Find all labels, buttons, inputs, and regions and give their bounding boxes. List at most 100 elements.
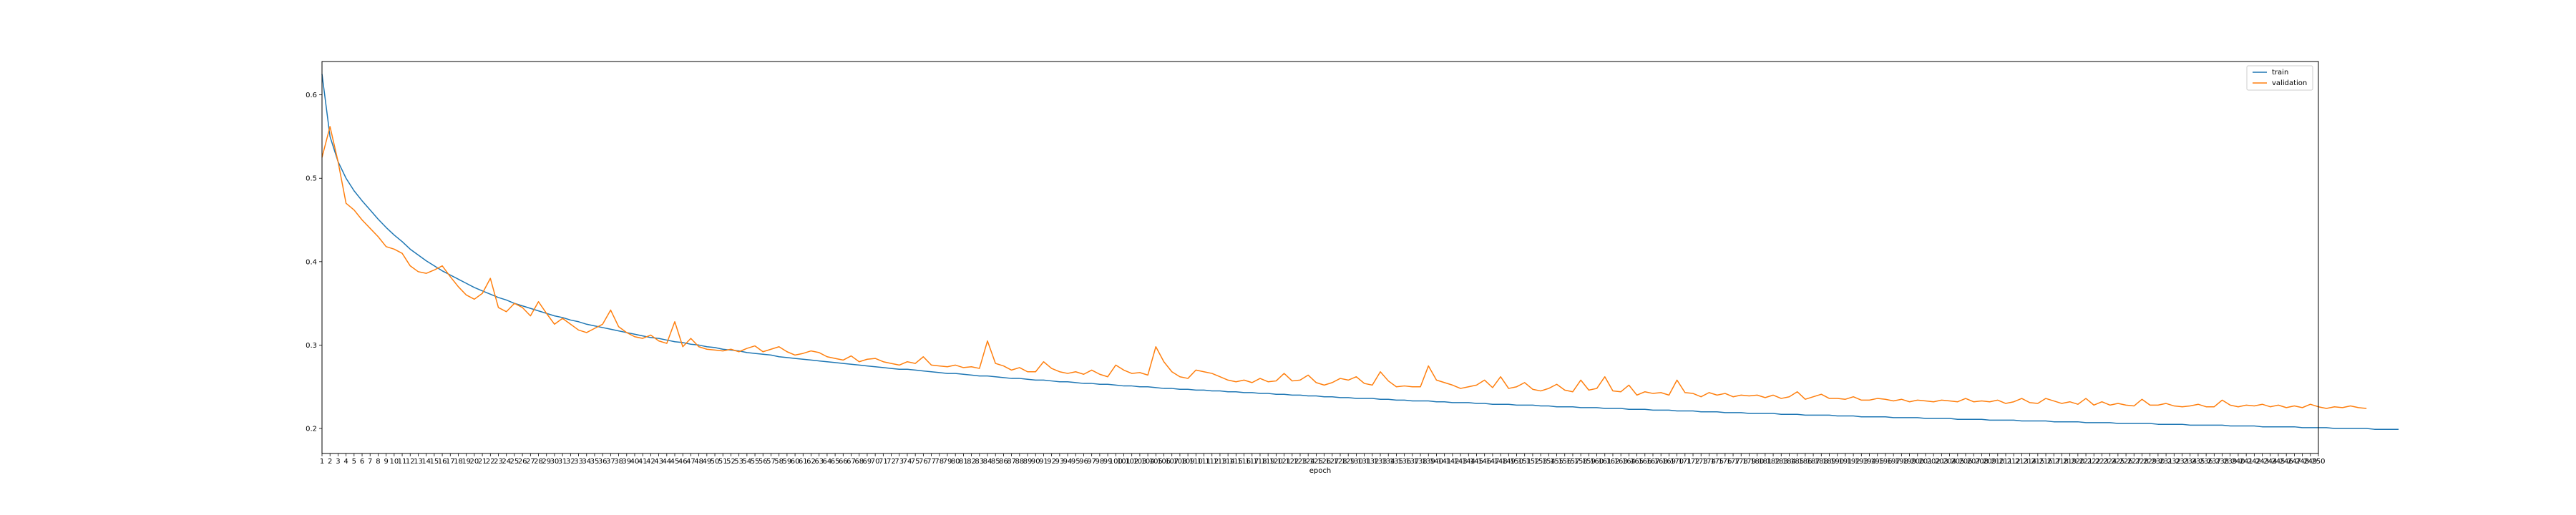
y-tick-label: 0.2 bbox=[306, 426, 317, 433]
x-tick-label: 165 bbox=[1630, 458, 1644, 466]
x-tick-label: 167 bbox=[1646, 458, 1659, 466]
x-tick-label: 37 bbox=[606, 458, 615, 466]
x-tick-label: 84 bbox=[983, 458, 992, 466]
x-tick-label: 157 bbox=[1566, 458, 1579, 466]
x-tick-label: 55 bbox=[751, 458, 760, 466]
x-tick-label: 163 bbox=[1614, 458, 1628, 466]
x-tick-label: 12 bbox=[406, 458, 415, 466]
x-tick-label: 145 bbox=[1470, 458, 1483, 466]
x-tick-label: 111 bbox=[1197, 458, 1211, 466]
x-tick-label: 56 bbox=[758, 458, 768, 466]
x-tick-label: 230 bbox=[2151, 458, 2165, 466]
x-tick-label: 35 bbox=[590, 458, 600, 466]
x-tick-label: 178 bbox=[1735, 458, 1748, 466]
x-tick-label: 102 bbox=[1125, 458, 1138, 466]
x-tick-label: 6 bbox=[360, 458, 364, 466]
x-tick-label: 199 bbox=[1903, 458, 1916, 466]
x-tick-label: 155 bbox=[1550, 458, 1563, 466]
x-tick-label: 62 bbox=[806, 458, 816, 466]
x-tick-label: 115 bbox=[1229, 458, 1243, 466]
x-tick-label: 104 bbox=[1141, 458, 1155, 466]
x-tick-label: 207 bbox=[1967, 458, 1981, 466]
x-tick-label: 201 bbox=[1918, 458, 1932, 466]
x-tick-label: 61 bbox=[799, 458, 808, 466]
x-tick-label: 32 bbox=[566, 458, 575, 466]
x-tick-label: 154 bbox=[1542, 458, 1556, 466]
x-tick-label: 98 bbox=[1096, 458, 1105, 466]
x-tick-label: 33 bbox=[574, 458, 583, 466]
x-tick-label: 28 bbox=[534, 458, 543, 466]
x-tick-label: 186 bbox=[1798, 458, 1812, 466]
x-tick-label: 68 bbox=[854, 458, 864, 466]
x-tick-label: 71 bbox=[879, 458, 888, 466]
x-tick-label: 96 bbox=[1079, 458, 1088, 466]
x-tick-label: 3 bbox=[336, 458, 340, 466]
x-tick-label: 94 bbox=[1063, 458, 1073, 466]
x-tick-label: 76 bbox=[919, 458, 928, 466]
x-tick-label: 128 bbox=[1333, 458, 1347, 466]
x-tick-label: 77 bbox=[927, 458, 936, 466]
x-tick-label: 208 bbox=[1975, 458, 1989, 466]
x-tick-label: 151 bbox=[1518, 458, 1531, 466]
x-tick-label: 134 bbox=[1382, 458, 1395, 466]
x-tick-label: 214 bbox=[2023, 458, 2036, 466]
x-tick-label: 244 bbox=[2263, 458, 2277, 466]
x-tick-label: 236 bbox=[2200, 458, 2213, 466]
x-tick-label: 246 bbox=[2280, 458, 2293, 466]
x-tick-label: 80 bbox=[951, 458, 960, 466]
x-tick-label: 147 bbox=[1485, 458, 1499, 466]
x-tick-label: 18 bbox=[454, 458, 463, 466]
x-tick-label: 229 bbox=[2143, 458, 2157, 466]
x-tick-label: 45 bbox=[670, 458, 680, 466]
x-tick-label: 215 bbox=[2031, 458, 2044, 466]
x-tick-label: 133 bbox=[1373, 458, 1387, 466]
x-tick-label: 24 bbox=[502, 458, 511, 466]
x-tick-label: 131 bbox=[1357, 458, 1371, 466]
x-tick-label: 170 bbox=[1670, 458, 1684, 466]
x-tick-label: 232 bbox=[2167, 458, 2181, 466]
x-tick-label: 5 bbox=[352, 458, 356, 466]
x-tick-label: 123 bbox=[1293, 458, 1307, 466]
x-tick-label: 243 bbox=[2255, 458, 2269, 466]
x-tick-label: 198 bbox=[1895, 458, 1908, 466]
x-tick-label: 7 bbox=[368, 458, 372, 466]
x-tick-label: 127 bbox=[1325, 458, 1339, 466]
x-tick-label: 184 bbox=[1782, 458, 1796, 466]
x-tick-label: 31 bbox=[558, 458, 567, 466]
x-tick-label: 241 bbox=[2240, 458, 2253, 466]
x-tick-label: 120 bbox=[1269, 458, 1283, 466]
y-tick-label: 0.5 bbox=[306, 175, 317, 183]
x-tick-label: 171 bbox=[1678, 458, 1692, 466]
x-tick-label: 172 bbox=[1686, 458, 1699, 466]
legend: train validation bbox=[2246, 65, 2313, 91]
x-tick-label: 126 bbox=[1317, 458, 1331, 466]
x-tick-label: 191 bbox=[1838, 458, 1852, 466]
x-tick-label: 83 bbox=[975, 458, 984, 466]
x-tick-label: 176 bbox=[1718, 458, 1732, 466]
x-tick-label: 150 bbox=[1510, 458, 1523, 466]
x-tick-label: 119 bbox=[1262, 458, 1275, 466]
x-tick-label: 136 bbox=[1397, 458, 1411, 466]
x-tick-label: 26 bbox=[518, 458, 527, 466]
x-tick-label: 196 bbox=[1878, 458, 1892, 466]
x-tick-label: 168 bbox=[1654, 458, 1668, 466]
x-tick-label: 75 bbox=[911, 458, 920, 466]
x-tick-label: 47 bbox=[686, 458, 696, 466]
x-tick-label: 137 bbox=[1405, 458, 1419, 466]
x-tick-label: 30 bbox=[550, 458, 560, 466]
x-tick-label: 161 bbox=[1598, 458, 1611, 466]
x-tick-label: 248 bbox=[2296, 458, 2309, 466]
x-tick-label: 158 bbox=[1574, 458, 1588, 466]
plot-background bbox=[322, 62, 2318, 453]
x-tick-label: 234 bbox=[2183, 458, 2197, 466]
x-tick-label: 223 bbox=[2095, 458, 2109, 466]
x-tick-label: 121 bbox=[1277, 458, 1291, 466]
x-tick-label: 117 bbox=[1245, 458, 1259, 466]
x-tick-label: 72 bbox=[887, 458, 896, 466]
x-tick-label: 177 bbox=[1727, 458, 1740, 466]
x-tick-label: 203 bbox=[1935, 458, 1948, 466]
x-tick-label: 66 bbox=[839, 458, 848, 466]
x-tick-label: 144 bbox=[1462, 458, 1475, 466]
x-tick-label: 213 bbox=[2015, 458, 2029, 466]
x-tick-label: 189 bbox=[1823, 458, 1836, 466]
